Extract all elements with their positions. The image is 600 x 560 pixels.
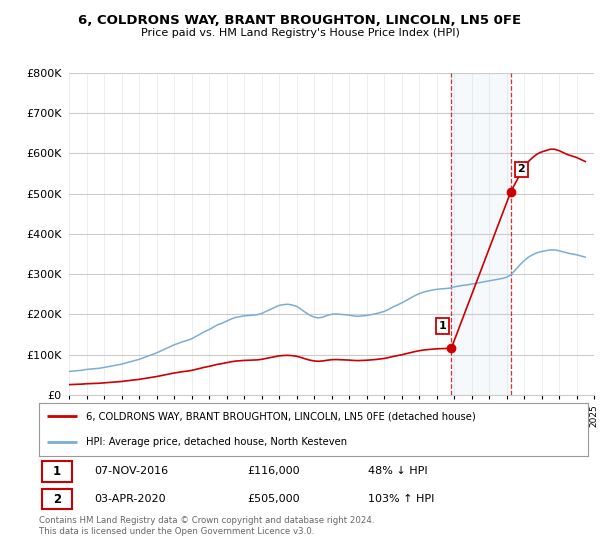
- Text: 07-NOV-2016: 07-NOV-2016: [94, 466, 168, 477]
- Text: HPI: Average price, detached house, North Kesteven: HPI: Average price, detached house, Nort…: [86, 437, 347, 447]
- FancyBboxPatch shape: [42, 461, 72, 482]
- Text: £116,000: £116,000: [248, 466, 300, 477]
- Text: 2: 2: [53, 493, 61, 506]
- Text: £505,000: £505,000: [248, 494, 300, 504]
- Text: Contains HM Land Registry data © Crown copyright and database right 2024.
This d: Contains HM Land Registry data © Crown c…: [39, 516, 374, 536]
- Text: 03-APR-2020: 03-APR-2020: [94, 494, 166, 504]
- Text: 103% ↑ HPI: 103% ↑ HPI: [368, 494, 435, 504]
- Bar: [451, 73, 511, 395]
- Text: 6, COLDRONS WAY, BRANT BROUGHTON, LINCOLN, LN5 0FE: 6, COLDRONS WAY, BRANT BROUGHTON, LINCOL…: [79, 14, 521, 27]
- Text: 48% ↓ HPI: 48% ↓ HPI: [368, 466, 428, 477]
- Text: 6, COLDRONS WAY, BRANT BROUGHTON, LINCOLN, LN5 0FE (detached house): 6, COLDRONS WAY, BRANT BROUGHTON, LINCOL…: [86, 412, 475, 422]
- FancyBboxPatch shape: [42, 489, 72, 509]
- Text: 1: 1: [53, 465, 61, 478]
- Text: Price paid vs. HM Land Registry's House Price Index (HPI): Price paid vs. HM Land Registry's House …: [140, 28, 460, 38]
- Text: 1: 1: [439, 321, 446, 331]
- Text: 2: 2: [517, 165, 525, 174]
